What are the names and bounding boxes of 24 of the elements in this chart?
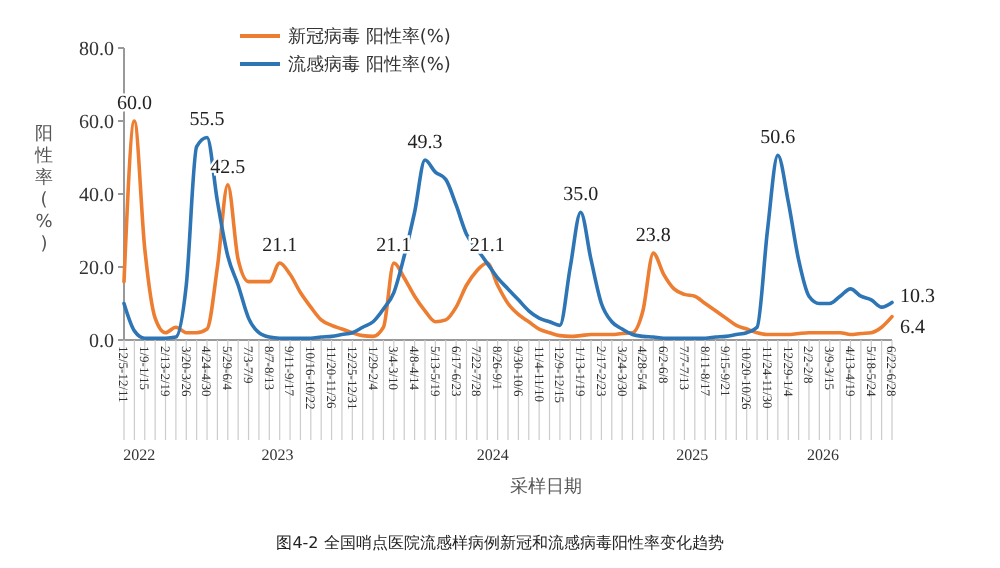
y-tick-label: 40.0 xyxy=(79,185,114,207)
legend-label: 新冠病毒 阳性率(%) xyxy=(288,26,451,49)
data-label: 6.4 xyxy=(900,316,925,339)
data-label: 49.3 xyxy=(407,132,443,155)
y-tick-label: 20.0 xyxy=(79,258,114,280)
data-label: 50.6 xyxy=(760,127,796,150)
data-label: 23.8 xyxy=(635,225,671,248)
y-axis-title: 阳性率(%) xyxy=(33,125,54,255)
y-tick-label: 60.0 xyxy=(79,112,114,134)
legend-label: 流感病毒 阳性率(%) xyxy=(288,54,451,77)
text: 2022 xyxy=(123,446,156,464)
text: 图4-2 全国哨点医院流感样病例新冠和流感病毒阳性率变化趋势 xyxy=(276,534,724,552)
text: 2026 xyxy=(806,446,839,464)
data-label: 55.5 xyxy=(189,109,225,132)
x-axis-title: 采样日期 xyxy=(510,476,583,498)
data-label: 60.0 xyxy=(116,93,152,115)
y-tick-label: 80.0 xyxy=(79,39,114,61)
y-tick-label: 0.0 xyxy=(89,331,114,353)
text: 2025 xyxy=(676,446,709,464)
text: 2023 xyxy=(261,446,294,464)
text: 2024 xyxy=(476,446,509,464)
data-label: 21.1 xyxy=(262,234,298,257)
data-label: 10.3 xyxy=(900,286,935,309)
data-label: 35.0 xyxy=(563,184,599,207)
